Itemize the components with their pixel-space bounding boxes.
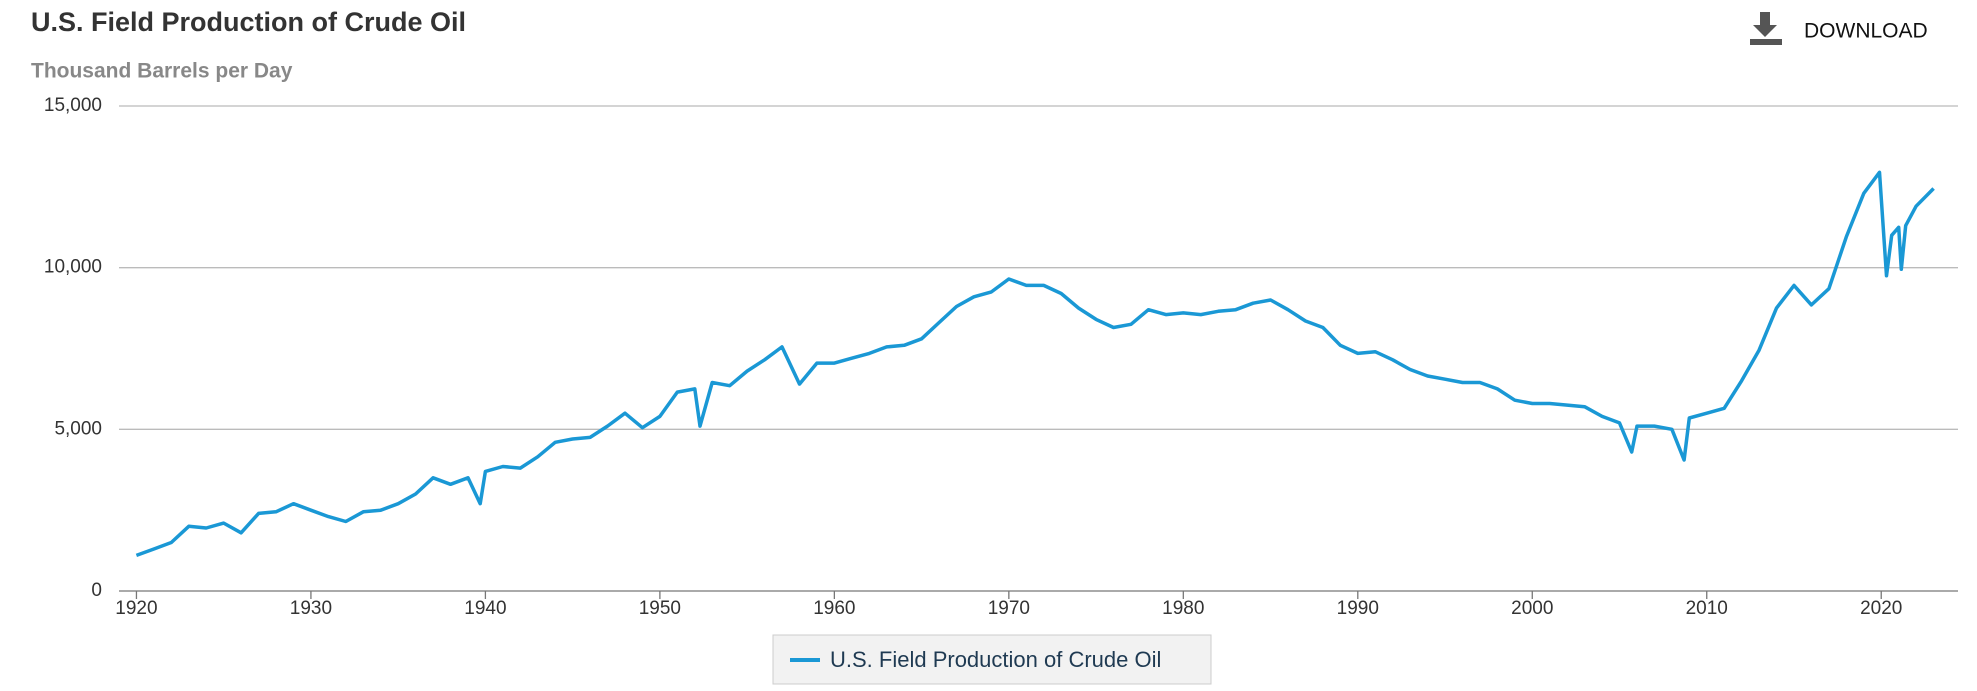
x-tick-label: 2010	[1686, 598, 1728, 619]
x-tick-label: 2020	[1860, 598, 1902, 619]
chart-title: U.S. Field Production of Crude Oil	[31, 7, 466, 37]
y-tick-label: 15,000	[44, 95, 102, 116]
x-tick-label: 1990	[1337, 598, 1379, 619]
data-line	[135, 170, 1935, 558]
x-tick-label: 2000	[1511, 598, 1553, 619]
legend: U.S. Field Production of Crude Oil	[772, 634, 1212, 685]
download-label[interactable]: DOWNLOAD	[1804, 20, 1928, 43]
chart-subtitle: Thousand Barrels per Day	[31, 60, 293, 83]
legend-label: U.S. Field Production of Crude Oil	[830, 647, 1161, 672]
x-tick-label: 1980	[1162, 598, 1204, 619]
download-icon	[1750, 12, 1782, 45]
y-tick-label: 10,000	[44, 257, 102, 278]
y-tick-label: 0	[91, 580, 102, 601]
x-tick-label: 1960	[813, 598, 855, 619]
download-button[interactable]: DOWNLOAD	[1750, 12, 1928, 45]
x-tick-label: 1950	[639, 598, 681, 619]
x-tick-label: 1920	[115, 598, 157, 619]
x-tick-label: 1940	[464, 598, 506, 619]
x-tick-label: 1970	[988, 598, 1030, 619]
y-tick-label: 5,000	[54, 418, 102, 439]
x-tick-label: 1930	[290, 598, 332, 619]
legend-box	[772, 634, 1212, 685]
